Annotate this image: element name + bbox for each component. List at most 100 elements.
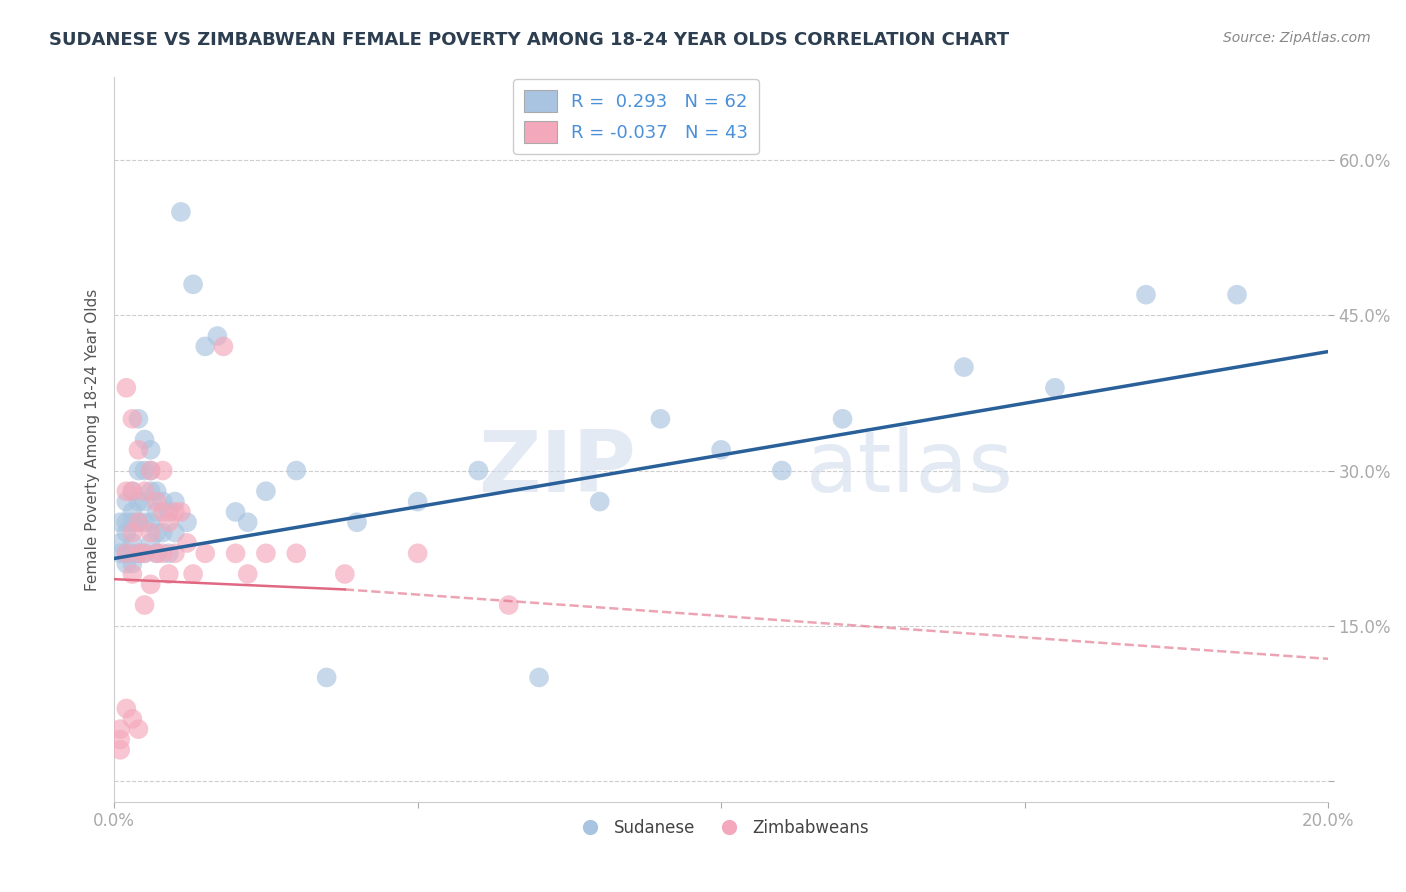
Point [152, 546, 174, 560]
Point [152, 525, 174, 540]
Point [115, 484, 138, 499]
Point [139, 442, 162, 457]
Point [121, 515, 143, 529]
Point [285, 546, 308, 560]
Point [134, 464, 156, 478]
Point [115, 515, 138, 529]
Point [134, 546, 156, 560]
Point [170, 205, 193, 219]
Point [225, 546, 247, 560]
Point [121, 484, 143, 499]
Point [127, 722, 149, 736]
Point [163, 525, 186, 540]
Point [115, 381, 138, 395]
Point [152, 494, 174, 508]
Point [589, 494, 612, 508]
Point [176, 536, 198, 550]
Text: atlas: atlas [806, 427, 1014, 510]
Point [134, 494, 156, 508]
Point [710, 442, 733, 457]
Point [127, 515, 149, 529]
Point [121, 557, 143, 571]
Point [467, 464, 489, 478]
Point [139, 536, 162, 550]
Point [127, 412, 149, 426]
Point [110, 732, 132, 747]
Point [157, 515, 180, 529]
Text: Source: ZipAtlas.com: Source: ZipAtlas.com [1223, 31, 1371, 45]
Point [1135, 287, 1157, 301]
Point [163, 505, 186, 519]
Point [181, 566, 204, 581]
Point [121, 566, 143, 581]
Point [157, 546, 180, 560]
Point [194, 546, 217, 560]
Point [254, 484, 277, 499]
Point [194, 339, 217, 353]
Point [127, 442, 149, 457]
Point [139, 464, 162, 478]
Point [406, 494, 429, 508]
Point [225, 505, 247, 519]
Point [527, 670, 550, 684]
Point [236, 566, 259, 581]
Point [157, 505, 180, 519]
Point [163, 546, 186, 560]
Point [145, 505, 167, 519]
Point [157, 566, 180, 581]
Point [115, 701, 138, 715]
Point [110, 722, 132, 736]
Legend: Sudanese, Zimbabweans: Sudanese, Zimbabweans [567, 813, 875, 844]
Point [163, 494, 186, 508]
Point [110, 546, 132, 560]
Point [181, 277, 204, 292]
Point [406, 546, 429, 560]
Point [333, 566, 356, 581]
Point [498, 598, 520, 612]
Point [650, 412, 672, 426]
Point [254, 546, 277, 560]
Point [176, 515, 198, 529]
Point [121, 546, 143, 560]
Point [285, 464, 308, 478]
Point [121, 712, 143, 726]
Point [170, 505, 193, 519]
Point [121, 525, 143, 540]
Point [1043, 381, 1066, 395]
Point [770, 464, 793, 478]
Point [115, 494, 138, 508]
Point [121, 484, 143, 499]
Point [134, 433, 156, 447]
Point [127, 546, 149, 560]
Point [152, 464, 174, 478]
Point [236, 515, 259, 529]
Point [134, 484, 156, 499]
Point [139, 484, 162, 499]
Point [121, 505, 143, 519]
Point [346, 515, 368, 529]
Text: SUDANESE VS ZIMBABWEAN FEMALE POVERTY AMONG 18-24 YEAR OLDS CORRELATION CHART: SUDANESE VS ZIMBABWEAN FEMALE POVERTY AM… [49, 31, 1010, 49]
Point [134, 546, 156, 560]
Point [139, 464, 162, 478]
Point [315, 670, 337, 684]
Point [115, 557, 138, 571]
Point [134, 598, 156, 612]
Point [152, 505, 174, 519]
Point [110, 536, 132, 550]
Point [145, 546, 167, 560]
Point [115, 546, 138, 560]
Point [127, 546, 149, 560]
Point [115, 546, 138, 560]
Y-axis label: Female Poverty Among 18-24 Year Olds: Female Poverty Among 18-24 Year Olds [86, 288, 100, 591]
Point [115, 525, 138, 540]
Point [110, 515, 132, 529]
Point [145, 546, 167, 560]
Point [207, 329, 229, 343]
Point [953, 360, 976, 375]
Point [127, 464, 149, 478]
Point [110, 743, 132, 757]
Point [145, 484, 167, 499]
Point [139, 577, 162, 591]
Point [121, 412, 143, 426]
Point [212, 339, 235, 353]
